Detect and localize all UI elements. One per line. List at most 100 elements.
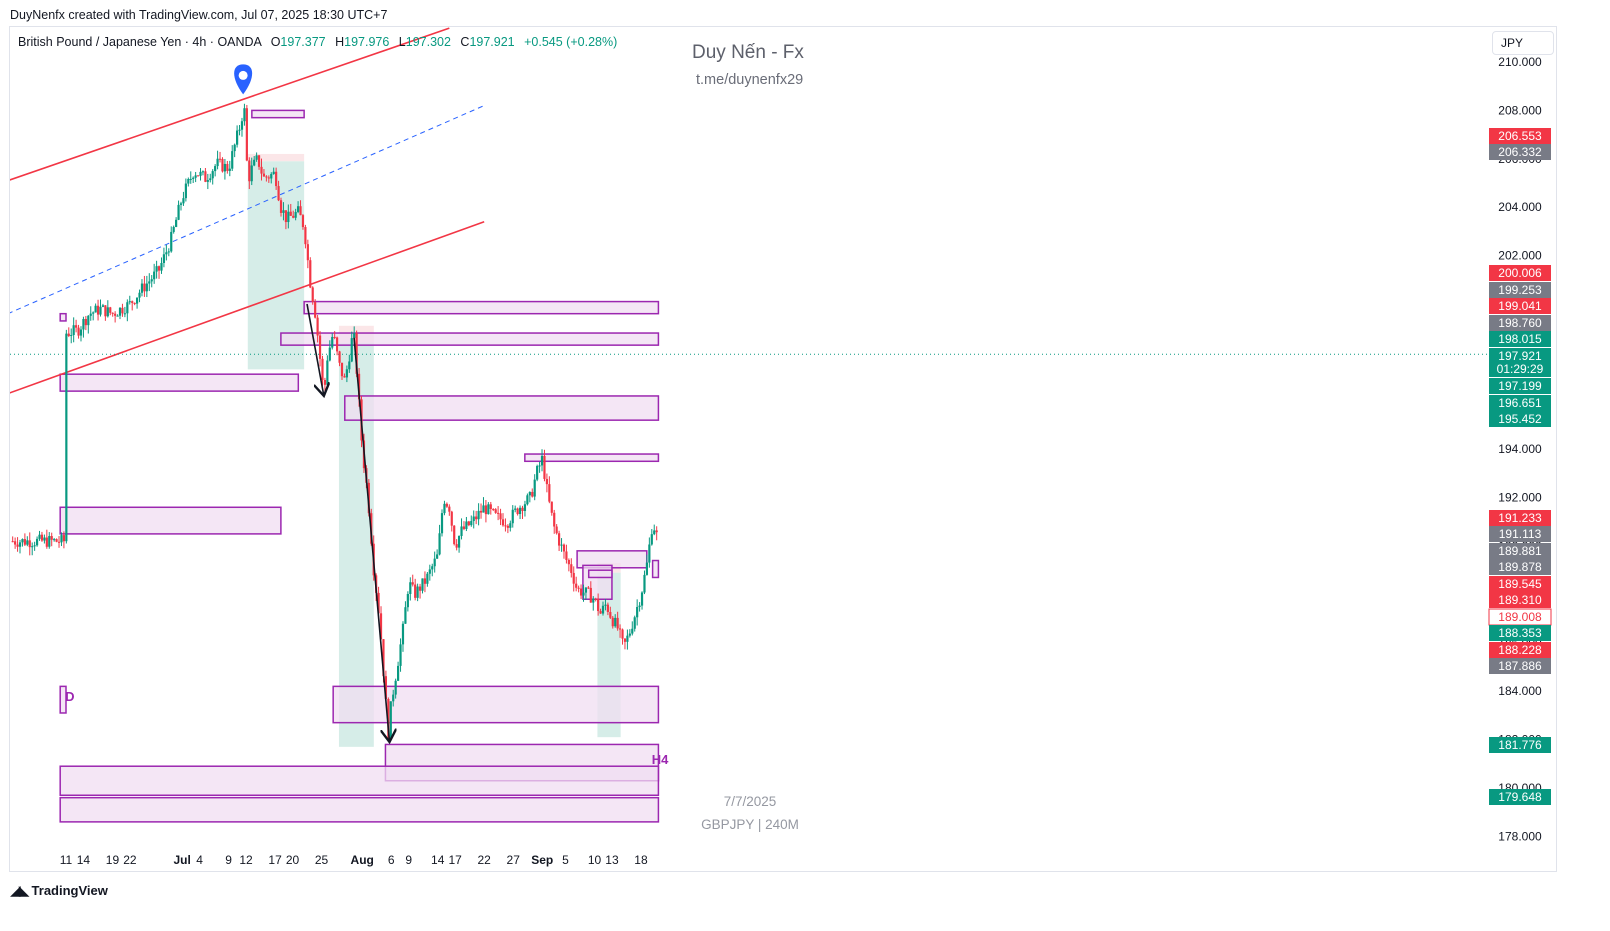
candle-body	[397, 665, 400, 681]
candle-body	[75, 325, 78, 328]
candle-body	[245, 108, 248, 161]
candle-body	[53, 539, 56, 541]
candle-body	[453, 525, 456, 545]
time-tick-label: 14	[77, 853, 91, 867]
watermark-subtitle: t.me/duynenfx29	[696, 72, 804, 88]
candle-body	[289, 211, 292, 216]
candle-body	[340, 362, 344, 377]
candle-body	[243, 108, 246, 122]
price-label-box	[1489, 411, 1551, 427]
candlestick-series	[11, 103, 658, 742]
candle-body	[350, 338, 353, 362]
candle-body	[153, 271, 156, 280]
price-label-box	[1489, 348, 1551, 364]
candle-body	[653, 530, 656, 535]
time-tick-label: 9	[225, 853, 232, 867]
candle-body	[50, 536, 53, 540]
price-zone	[59, 796, 660, 823]
candle-body	[553, 512, 556, 527]
price-label: 198.760	[1498, 316, 1542, 330]
price-zone	[303, 300, 660, 315]
candle-body	[250, 165, 253, 182]
candle-body	[645, 562, 649, 575]
candle-body	[292, 215, 295, 218]
candle-body	[338, 351, 341, 363]
price-label-box	[1489, 642, 1551, 658]
candle-body	[572, 572, 575, 584]
candle-body	[336, 337, 339, 352]
currency-button[interactable]: JPY	[1492, 31, 1554, 55]
candle-body	[143, 283, 146, 292]
candle-body	[587, 587, 590, 589]
candle-body	[94, 305, 97, 313]
candle-body	[455, 544, 458, 548]
candle-body	[562, 544, 566, 552]
candle-body	[353, 333, 356, 339]
candle-body	[238, 129, 241, 131]
supply-demand-zones: D H4	[59, 109, 669, 823]
price-zone	[332, 685, 660, 724]
price-labels: 206.553 206.332 200.006 199.253 199.041 198.7…	[1488, 128, 1552, 805]
time-tick-label: 22	[477, 853, 491, 867]
candle-body	[160, 263, 163, 271]
candle-body	[104, 305, 107, 317]
candle-body	[131, 301, 134, 303]
candle-body	[575, 583, 578, 588]
candle-body	[299, 206, 302, 216]
price-label-box	[1489, 789, 1551, 805]
candle-body	[323, 379, 327, 385]
candle-body	[506, 525, 509, 528]
candle-body	[138, 292, 141, 298]
price-label: 197.921	[1498, 349, 1542, 363]
symbol-legend[interactable]: British Pound / Japanese Yen · 4h · OAND…	[18, 35, 617, 49]
position-tools	[247, 153, 621, 747]
price-tick-label: 208.000	[1498, 103, 1542, 117]
candle-body	[328, 347, 331, 361]
candle-body	[592, 598, 595, 603]
candle-body	[457, 535, 461, 548]
candle-body	[301, 215, 305, 228]
candle-body	[333, 336, 336, 338]
candle-body	[316, 317, 319, 336]
candle-body	[179, 203, 183, 205]
tradingview-footer[interactable]: ◢◣ TradingView	[10, 882, 108, 899]
candle-body	[14, 541, 17, 545]
candle-body	[409, 582, 412, 595]
price-label-box	[1489, 510, 1551, 526]
candle-body	[521, 507, 524, 511]
candle-body	[577, 587, 580, 589]
candle-body	[60, 535, 63, 543]
time-tick-label: 25	[315, 853, 329, 867]
candle-body	[267, 177, 270, 179]
candle-body	[426, 573, 429, 584]
candle-body	[43, 537, 46, 541]
candle-body	[384, 676, 388, 699]
candle-body	[411, 582, 414, 585]
candle-body	[526, 495, 529, 505]
low-value: 197.302	[405, 35, 451, 49]
candle-body	[204, 171, 207, 182]
price-label: 198.015	[1498, 332, 1542, 346]
price-label: 01:29:29	[1497, 362, 1544, 376]
candle-body	[116, 315, 119, 317]
candle-body	[114, 313, 117, 316]
candle-body	[533, 479, 536, 497]
price-label: 189.881	[1498, 544, 1542, 558]
projection-arrows	[306, 303, 389, 742]
candle-body	[416, 586, 419, 598]
candle-body	[157, 266, 161, 271]
candle-body	[518, 507, 522, 515]
candle-body	[406, 594, 409, 608]
candle-body	[404, 607, 407, 624]
candle-body	[214, 166, 217, 172]
candle-body	[614, 617, 617, 627]
price-zone	[344, 395, 660, 421]
price-label-box	[1489, 315, 1551, 331]
candle-body	[382, 639, 385, 677]
candle-body	[345, 369, 348, 378]
candle-body	[175, 219, 178, 227]
price-label-box	[1489, 576, 1551, 592]
close-value: 197.921	[469, 35, 515, 49]
candle-body	[35, 538, 39, 546]
